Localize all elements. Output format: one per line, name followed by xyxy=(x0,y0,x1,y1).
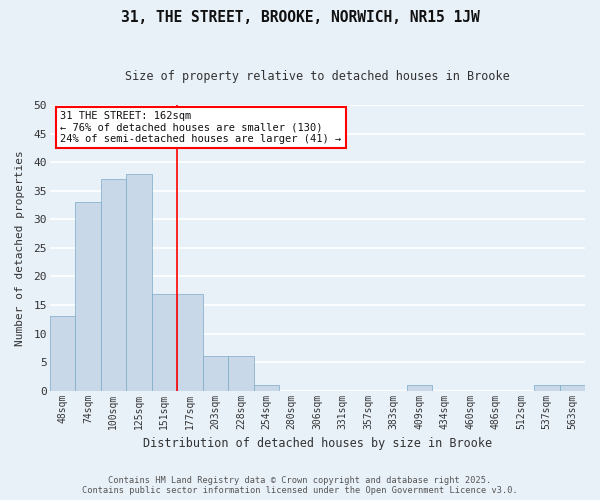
Bar xyxy=(50,316,75,390)
X-axis label: Distribution of detached houses by size in Brooke: Distribution of detached houses by size … xyxy=(143,437,492,450)
Bar xyxy=(177,294,203,390)
Text: 31, THE STREET, BROOKE, NORWICH, NR15 1JW: 31, THE STREET, BROOKE, NORWICH, NR15 1J… xyxy=(121,10,479,25)
Bar xyxy=(254,385,279,390)
Bar xyxy=(534,385,560,390)
Bar xyxy=(126,174,152,390)
Bar xyxy=(152,294,177,390)
Bar xyxy=(407,385,432,390)
Title: Size of property relative to detached houses in Brooke: Size of property relative to detached ho… xyxy=(125,70,509,83)
Bar xyxy=(560,385,585,390)
Bar xyxy=(101,180,126,390)
Y-axis label: Number of detached properties: Number of detached properties xyxy=(15,150,25,346)
Bar xyxy=(228,356,254,390)
Bar xyxy=(75,202,101,390)
Text: 31 THE STREET: 162sqm
← 76% of detached houses are smaller (130)
24% of semi-det: 31 THE STREET: 162sqm ← 76% of detached … xyxy=(61,110,341,144)
Bar xyxy=(203,356,228,390)
Text: Contains HM Land Registry data © Crown copyright and database right 2025.
Contai: Contains HM Land Registry data © Crown c… xyxy=(82,476,518,495)
